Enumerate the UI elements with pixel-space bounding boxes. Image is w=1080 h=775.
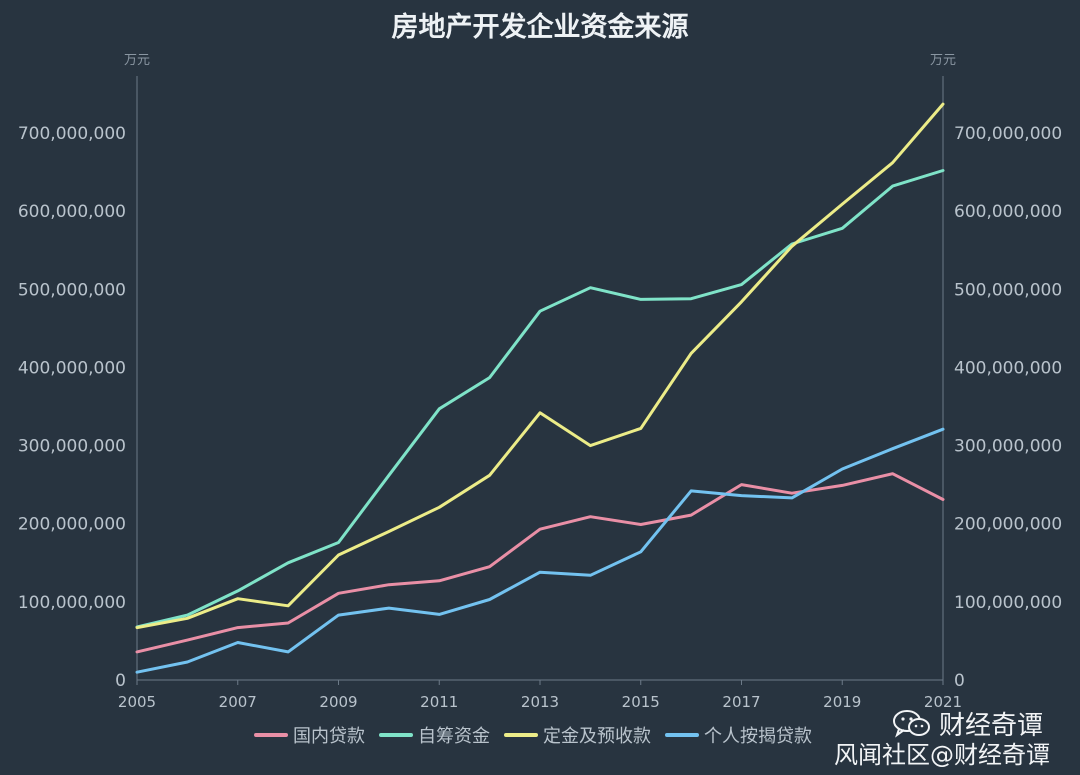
series-line	[135, 427, 945, 674]
wechat-watermark: 财经奇谭	[893, 705, 1043, 742]
series-line	[135, 472, 945, 654]
legend-item[interactable]: 个人按揭贷款	[665, 726, 812, 747]
legend-label: 个人按揭贷款	[704, 726, 812, 747]
y-tick-label-right: 600,000,000	[954, 202, 1062, 222]
legend-item[interactable]: 国内贷款	[254, 726, 365, 747]
x-tick-label: 2009	[319, 693, 357, 711]
y-tick-label-left: 100,000,000	[18, 593, 126, 613]
wechat-icon	[893, 709, 930, 738]
y-axis-left-unit: 万元	[124, 53, 150, 68]
y-tick-label-left: 0	[115, 671, 126, 691]
x-tick-label: 2005	[118, 693, 156, 711]
legend-item[interactable]: 定金及预收款	[504, 726, 651, 747]
y-axis-right-unit: 万元	[930, 53, 956, 68]
y-tick-label-left: 600,000,000	[18, 202, 126, 222]
chart-title: 房地产开发企业资金来源	[392, 11, 689, 43]
wechat-account-name: 财经奇谭	[939, 711, 1044, 741]
x-tick-label: 2007	[219, 693, 257, 711]
series-group	[135, 102, 945, 674]
x-tick-label: 2021	[924, 693, 962, 711]
y-tick-label-right: 400,000,000	[954, 358, 1062, 378]
community-watermark: 风闻社区@财经奇谭	[834, 741, 1050, 769]
y-tick-label-left: 400,000,000	[18, 358, 126, 378]
x-tick-label: 2013	[521, 693, 559, 711]
y-tick-label-right: 0	[954, 671, 965, 691]
y-tick-label-right: 200,000,000	[954, 515, 1062, 535]
legend-label: 国内贷款	[293, 726, 365, 747]
y-tick-label-left: 700,000,000	[18, 124, 126, 144]
y-tick-label-left: 300,000,000	[18, 437, 126, 457]
axes: 0 0 100,000,000 100,000,000 200,000,000 200,0…	[18, 76, 1062, 711]
x-tick-label: 2011	[420, 693, 458, 711]
legend[interactable]: 国内贷款 自筹资金 定金及预收款 个人按揭贷款	[254, 726, 812, 747]
legend-label: 自筹资金	[418, 726, 490, 747]
y-tick-label-right: 100,000,000	[954, 593, 1062, 613]
x-tick-label: 2017	[722, 693, 760, 711]
legend-item[interactable]: 自筹资金	[379, 726, 490, 747]
x-tick-label: 2019	[823, 693, 861, 711]
series-line	[135, 169, 945, 629]
series-line	[135, 102, 945, 630]
y-tick-label-right: 300,000,000	[954, 437, 1062, 457]
y-tick-label-left: 500,000,000	[18, 280, 126, 300]
y-tick-label-right: 700,000,000	[954, 124, 1062, 144]
x-tick-label: 2015	[622, 693, 660, 711]
y-tick-label-left: 200,000,000	[18, 515, 126, 535]
legend-label: 定金及预收款	[543, 726, 651, 747]
y-tick-label-right: 500,000,000	[954, 280, 1062, 300]
